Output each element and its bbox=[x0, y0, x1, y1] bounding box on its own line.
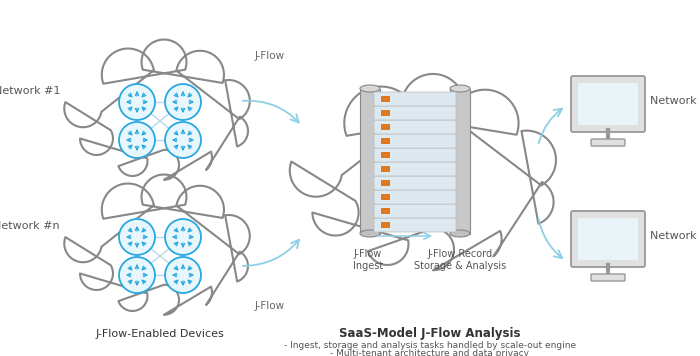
Text: J-Flow-Enabled Devices: J-Flow-Enabled Devices bbox=[96, 329, 225, 339]
Text: Network #n: Network #n bbox=[650, 231, 700, 241]
Text: - Multi-tenant architecture and data privacy: - Multi-tenant architecture and data pri… bbox=[330, 350, 529, 356]
Bar bbox=[381, 180, 390, 186]
Bar bbox=[381, 110, 390, 116]
FancyBboxPatch shape bbox=[374, 106, 456, 120]
Bar bbox=[578, 218, 638, 260]
FancyBboxPatch shape bbox=[374, 204, 456, 218]
FancyBboxPatch shape bbox=[374, 218, 456, 232]
FancyBboxPatch shape bbox=[571, 211, 645, 267]
Bar bbox=[360, 89, 380, 234]
Circle shape bbox=[165, 122, 201, 158]
Text: Network #1: Network #1 bbox=[650, 96, 700, 106]
FancyBboxPatch shape bbox=[591, 139, 625, 146]
Text: Network #1: Network #1 bbox=[0, 86, 60, 96]
Bar bbox=[381, 208, 390, 214]
Bar bbox=[381, 152, 390, 158]
Polygon shape bbox=[290, 74, 556, 270]
Bar bbox=[381, 124, 390, 130]
Text: Network #n: Network #n bbox=[0, 221, 60, 231]
Text: J-Flow Record
Storage & Analysis: J-Flow Record Storage & Analysis bbox=[414, 249, 506, 271]
Circle shape bbox=[165, 257, 201, 293]
FancyBboxPatch shape bbox=[591, 274, 625, 281]
Ellipse shape bbox=[360, 85, 380, 92]
Bar bbox=[381, 96, 390, 102]
Circle shape bbox=[119, 122, 155, 158]
Circle shape bbox=[119, 257, 155, 293]
FancyBboxPatch shape bbox=[571, 76, 645, 132]
Circle shape bbox=[119, 84, 155, 120]
FancyBboxPatch shape bbox=[374, 190, 456, 204]
Text: - Ingest, storage and analysis tasks handled by scale-out engine: - Ingest, storage and analysis tasks han… bbox=[284, 340, 576, 350]
Bar bbox=[578, 83, 638, 125]
FancyBboxPatch shape bbox=[374, 162, 456, 176]
Ellipse shape bbox=[450, 230, 470, 237]
Text: J-Flow
Ingest: J-Flow Ingest bbox=[353, 249, 383, 271]
Bar bbox=[450, 89, 470, 234]
Circle shape bbox=[165, 219, 201, 255]
Text: SaaS-Model J-Flow Analysis: SaaS-Model J-Flow Analysis bbox=[340, 328, 521, 340]
FancyBboxPatch shape bbox=[374, 148, 456, 162]
Text: J-Flow: J-Flow bbox=[255, 301, 285, 311]
Circle shape bbox=[165, 84, 201, 120]
Polygon shape bbox=[64, 40, 250, 180]
Text: J-Flow: J-Flow bbox=[255, 51, 285, 61]
Bar bbox=[381, 166, 390, 172]
FancyBboxPatch shape bbox=[374, 134, 456, 148]
Bar bbox=[381, 222, 390, 228]
Circle shape bbox=[119, 219, 155, 255]
FancyBboxPatch shape bbox=[374, 176, 456, 190]
Bar bbox=[381, 194, 390, 200]
Bar bbox=[381, 138, 390, 144]
Polygon shape bbox=[64, 174, 250, 315]
Ellipse shape bbox=[450, 85, 470, 92]
FancyBboxPatch shape bbox=[374, 92, 456, 106]
FancyBboxPatch shape bbox=[374, 120, 456, 134]
Ellipse shape bbox=[360, 230, 380, 237]
